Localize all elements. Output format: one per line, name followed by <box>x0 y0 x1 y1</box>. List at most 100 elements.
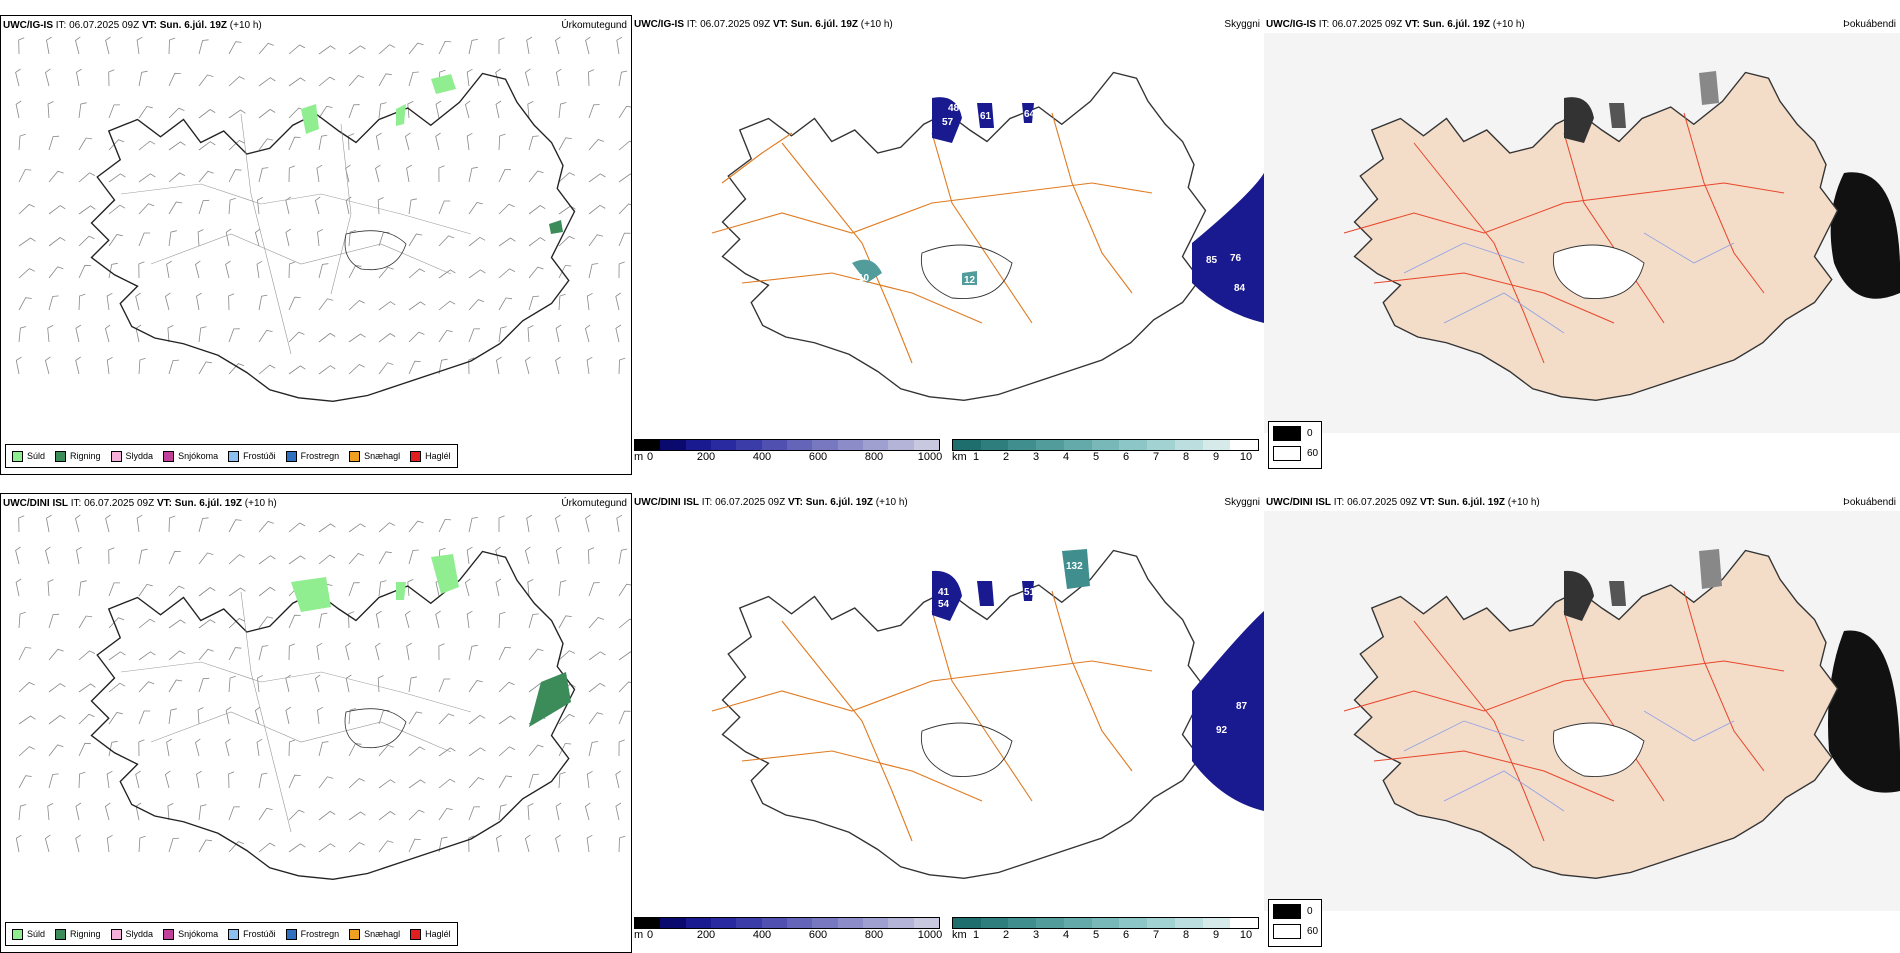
wind-barb <box>318 263 329 279</box>
wind-barb <box>225 738 231 757</box>
colorbar-tick: 400 <box>752 451 772 463</box>
wind-barb <box>378 580 387 597</box>
wind-barb <box>138 583 153 597</box>
colorbar-tick: 1000 <box>917 929 943 941</box>
wind-barb <box>138 548 148 565</box>
wind-barb <box>228 76 245 87</box>
wind-barb <box>48 295 59 311</box>
wind-barb <box>228 554 245 565</box>
wind-barb <box>225 228 232 247</box>
wind-barb <box>228 647 242 661</box>
cloud-base-colorbar: m 0 200 400 600 800 1000 <box>634 439 950 469</box>
wind-barb <box>198 170 214 183</box>
wind-barb <box>257 196 263 215</box>
wind-barb <box>375 642 381 661</box>
wind-barb <box>524 356 531 375</box>
panel-title: Skyggni <box>1224 497 1260 508</box>
colorbar-strip <box>952 917 1259 929</box>
wind-barb <box>258 167 269 183</box>
wind-barb <box>288 77 306 87</box>
wind-barb <box>528 170 544 183</box>
wind-barb <box>138 105 153 119</box>
wind-barb <box>468 806 480 821</box>
wind-barb <box>18 715 36 725</box>
legend-item: Frostúði <box>228 928 276 940</box>
value-label: 57 <box>942 117 954 128</box>
wind-barb <box>288 365 306 375</box>
wind-barb <box>498 37 505 54</box>
wind-barb <box>18 237 36 247</box>
colorbar-segment <box>888 440 914 450</box>
wind-barb <box>198 677 210 693</box>
wind-barb <box>228 169 242 183</box>
legend-item: 60 <box>1273 446 1318 461</box>
wind-barb <box>558 650 575 661</box>
wind-barb <box>585 514 591 533</box>
wind-barb <box>288 614 301 629</box>
wind-barb <box>18 37 25 55</box>
wind-barb <box>168 107 185 119</box>
colorbar-segment <box>812 440 838 450</box>
wind-barb <box>258 138 274 151</box>
colorbar-segment <box>1063 918 1092 928</box>
wind-barb <box>558 172 575 183</box>
wind-barb <box>495 68 501 87</box>
wind-barb <box>168 619 186 629</box>
wind-barb <box>345 164 351 183</box>
wind-barb <box>438 40 452 55</box>
wind-barb <box>78 235 95 247</box>
wind-barb <box>408 549 419 565</box>
wind-barb <box>44 834 51 853</box>
wind-barb <box>225 706 232 725</box>
wind-barb <box>438 518 452 533</box>
colorbar-tick: 1 <box>972 929 980 941</box>
colorbar-segment <box>685 440 711 450</box>
colorbar-tick: 400 <box>752 929 772 941</box>
wind-barb <box>168 515 176 533</box>
wind-barb <box>378 811 396 821</box>
wind-barb <box>468 357 475 375</box>
wind-barb <box>198 141 216 151</box>
wind-barb <box>108 139 125 151</box>
wind-barb <box>136 36 143 55</box>
wind-barb <box>528 648 544 661</box>
value-label: 85 <box>1206 255 1218 266</box>
colorbar-segment <box>812 918 838 928</box>
colorbar-segment <box>953 918 981 928</box>
wind-barb <box>468 777 485 789</box>
wind-barb <box>558 137 572 151</box>
wind-barb <box>198 517 209 533</box>
wind-barb <box>258 807 273 821</box>
wind-barb <box>348 133 355 151</box>
wind-barb <box>78 615 93 629</box>
fog-index-map <box>1264 511 1900 911</box>
wind-barb <box>46 514 52 533</box>
wind-barb <box>438 358 448 375</box>
wind-barb <box>378 73 392 87</box>
fog-index-legend: 0 60 <box>1268 421 1322 469</box>
wind-barb <box>228 771 235 789</box>
wind-barb <box>498 237 516 247</box>
wind-barb <box>168 230 177 247</box>
wind-barb <box>348 333 366 343</box>
legend-swatch <box>410 450 422 462</box>
wind-barb <box>378 362 394 375</box>
wind-barb <box>318 76 336 87</box>
wind-barb <box>348 553 365 565</box>
legend-swatch <box>12 450 23 462</box>
wind-barb <box>588 69 595 87</box>
value-label: 76 <box>1230 253 1242 264</box>
wind-barb <box>75 514 81 533</box>
wind-barb <box>408 676 417 693</box>
wind-barb <box>495 100 502 119</box>
wind-barb <box>108 234 123 247</box>
wind-barb <box>468 39 478 55</box>
wind-barb <box>104 802 111 821</box>
wind-barb <box>47 325 54 343</box>
wind-barb <box>78 683 96 693</box>
value-label: 132 <box>1066 561 1083 572</box>
wind-barb <box>618 173 631 183</box>
wind-barb <box>407 579 414 597</box>
wind-barb <box>615 802 622 821</box>
value-label: 41 <box>938 587 950 598</box>
